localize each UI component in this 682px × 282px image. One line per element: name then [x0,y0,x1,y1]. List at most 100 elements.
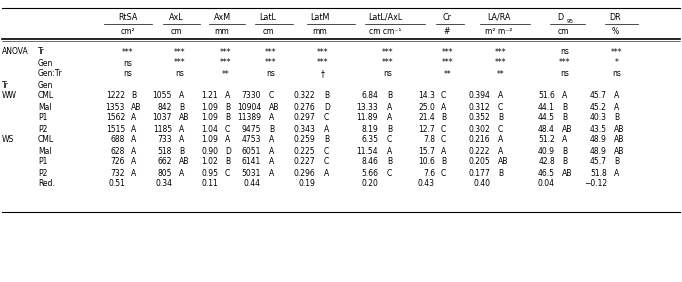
Text: 51.2: 51.2 [538,135,555,144]
Text: A: A [562,135,567,144]
Text: ***: *** [495,58,507,67]
Text: B: B [225,113,230,122]
Text: 45.7: 45.7 [590,158,607,166]
Text: 7330: 7330 [241,91,261,100]
Text: 805: 805 [158,169,172,177]
Text: 0.90: 0.90 [201,147,218,155]
Text: **: ** [444,69,452,78]
Text: A: A [131,169,136,177]
Text: Mal: Mal [38,147,52,155]
Text: 1.09: 1.09 [201,113,218,122]
Text: AB: AB [562,124,572,133]
Text: Gen: Gen [38,80,53,89]
Text: 0.302: 0.302 [469,124,490,133]
Text: %: % [612,28,619,36]
Text: ***: *** [559,58,571,67]
Text: 40.3: 40.3 [590,113,607,122]
Text: 0.227: 0.227 [293,158,315,166]
Text: A: A [131,135,136,144]
Text: ns: ns [561,69,569,78]
Text: AB: AB [562,169,572,177]
Text: 6.84: 6.84 [361,91,378,100]
Text: 10904: 10904 [237,102,261,111]
Text: B: B [387,158,392,166]
Text: CML: CML [38,135,54,144]
Text: 21.4: 21.4 [418,113,435,122]
Text: 1.09: 1.09 [201,102,218,111]
Text: Tr: Tr [38,47,45,56]
Text: 0.276: 0.276 [293,102,315,111]
Text: LatL: LatL [260,12,276,21]
Text: †: † [321,69,325,78]
Text: C: C [441,135,446,144]
Text: B: B [131,91,136,100]
Text: AB: AB [131,102,141,111]
Text: 0.04: 0.04 [538,180,555,188]
Text: P2: P2 [38,169,47,177]
Text: A: A [387,147,392,155]
Text: 0.297: 0.297 [293,113,315,122]
Text: 1185: 1185 [153,124,172,133]
Text: 0.43: 0.43 [418,180,435,188]
Text: B: B [614,113,619,122]
Text: 51.8: 51.8 [590,169,607,177]
Text: Cr: Cr [443,12,451,21]
Text: B: B [225,158,230,166]
Text: 48.9: 48.9 [590,147,607,155]
Text: A: A [269,113,274,122]
Text: 0.222: 0.222 [469,147,490,155]
Text: 8.19: 8.19 [361,124,378,133]
Text: cm cm⁻¹: cm cm⁻¹ [369,28,401,36]
Text: 0.20: 0.20 [361,180,378,188]
Text: ***: *** [382,47,394,56]
Text: ***: *** [442,47,454,56]
Text: 1.04: 1.04 [201,124,218,133]
Text: 1.09: 1.09 [201,135,218,144]
Text: AB: AB [614,135,625,144]
Text: 0.352: 0.352 [469,113,490,122]
Text: Gen:Tr: Gen:Tr [38,69,63,78]
Text: A: A [441,102,446,111]
Text: RtSA: RtSA [118,12,138,21]
Text: A: A [441,147,446,155]
Text: 0.225: 0.225 [293,147,315,155]
Text: ***: *** [442,58,454,67]
Text: B: B [387,124,392,133]
Text: A: A [225,135,231,144]
Text: ns: ns [175,69,184,78]
Text: 12.7: 12.7 [418,124,435,133]
Text: B: B [324,91,329,100]
Text: Red.: Red. [38,180,55,188]
Text: 1.02: 1.02 [201,158,218,166]
Text: 44.1: 44.1 [538,102,555,111]
Text: 11.89: 11.89 [357,113,378,122]
Text: C: C [498,102,503,111]
Text: 0.205: 0.205 [469,158,490,166]
Text: Tr: Tr [2,80,9,89]
Text: 0.259: 0.259 [293,135,315,144]
Text: cm: cm [557,28,569,36]
Text: m² m⁻²: m² m⁻² [486,28,513,36]
Text: A: A [387,102,392,111]
Text: A: A [179,135,184,144]
Text: −0.12: −0.12 [584,180,607,188]
Text: A: A [614,91,619,100]
Text: cm²: cm² [121,28,135,36]
Text: 8.46: 8.46 [361,158,378,166]
Text: ***: *** [382,58,394,67]
Text: ns: ns [267,69,276,78]
Text: AB: AB [269,102,280,111]
Text: C: C [441,169,446,177]
Text: A: A [269,135,274,144]
Text: 5.66: 5.66 [361,169,378,177]
Text: A: A [269,158,274,166]
Text: C: C [324,147,329,155]
Text: ***: *** [220,47,232,56]
Text: 518: 518 [158,147,172,155]
Text: B: B [179,147,184,155]
Text: 43.5: 43.5 [590,124,607,133]
Text: A: A [131,147,136,155]
Text: 11389: 11389 [237,113,261,122]
Text: ***: *** [265,58,277,67]
Text: 1562: 1562 [106,113,125,122]
